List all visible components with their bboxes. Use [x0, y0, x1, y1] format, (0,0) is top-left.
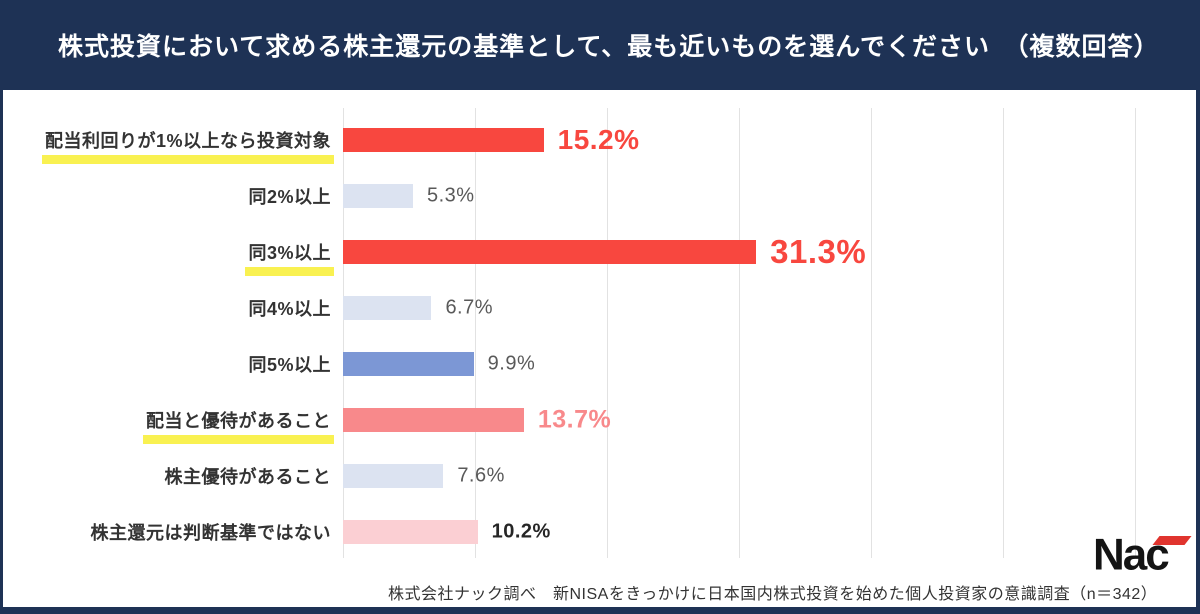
bar	[343, 128, 544, 152]
value-label: 31.3%	[770, 233, 867, 270]
frame-border-right	[1196, 0, 1200, 614]
category-label-highlighted: 配当と優待があること	[143, 407, 334, 444]
category-cell: 同5%以上	[0, 336, 331, 392]
chart-row: 同4%以上 6.7%	[0, 280, 1196, 336]
category-cell: 株主還元は判断基準ではない	[0, 504, 331, 560]
bar-chart: 配当利回りが1%以上なら投資対象 15.2% 同2%以上 5.3% 同3%以上 31.3%…	[0, 90, 1200, 570]
gridline-20pct	[607, 108, 608, 558]
bar	[343, 408, 524, 432]
value-label: 10.2%	[491, 520, 551, 543]
value-label: 15.2%	[557, 124, 640, 155]
category-cell: 配当と優待があること	[0, 392, 334, 448]
value-label: 7.6%	[457, 464, 505, 487]
bar	[343, 352, 474, 376]
chart-row: 株主還元は判断基準ではない 10.2%	[0, 504, 1196, 560]
source-note: 株式会社ナック調べ 新NISAをきっかけに日本国内株式投資を始めた個人投資家の意…	[388, 586, 1158, 603]
chart-row: 配当利回りが1%以上なら投資対象 15.2%	[0, 112, 1196, 168]
gridline-40pct	[871, 108, 872, 558]
gridline-60pct	[1135, 108, 1136, 558]
bar	[343, 520, 478, 544]
category-cell: 同3%以上	[0, 224, 334, 280]
header-banner: 株式投資において求める株主還元の基準として、最も近いものを選んでください （複数…	[0, 0, 1200, 90]
value-label: 9.9%	[487, 352, 536, 375]
category-cell: 配当利回りが1%以上なら投資対象	[0, 112, 335, 168]
chart-row: 同3%以上 31.3%	[0, 224, 1196, 280]
category-label: 同5%以上	[248, 355, 331, 375]
category-label: 株主還元は判断基準ではない	[90, 523, 331, 543]
category-cell: 同4%以上	[0, 280, 331, 336]
category-label-highlighted: 配当利回りが1%以上なら投資対象	[41, 127, 335, 164]
bar	[343, 240, 757, 264]
frame-border-left	[0, 0, 3, 614]
category-label: 同4%以上	[248, 299, 331, 319]
bar	[343, 184, 413, 208]
bar	[343, 464, 444, 488]
bar	[343, 296, 432, 320]
chart-row: 同2%以上 5.3%	[0, 168, 1196, 224]
value-label: 5.3%	[426, 184, 475, 207]
category-label-highlighted: 同3%以上	[245, 239, 334, 276]
gridline-30pct	[739, 108, 740, 558]
frame-border-bottom	[0, 607, 1200, 614]
chart-row: 配当と優待があること 13.7%	[0, 392, 1196, 448]
nac-logo: Nac	[1093, 531, 1192, 578]
chart-row: 同5%以上 9.9%	[0, 336, 1196, 392]
value-label: 6.7%	[445, 296, 494, 319]
gridline-10pct	[475, 108, 476, 558]
chart-row: 株主優待があること 7.6%	[0, 448, 1196, 504]
page-title: 株式投資において求める株主還元の基準として、最も近いものを選んでください （複数…	[58, 33, 1160, 61]
gridline-0pct	[343, 108, 344, 558]
category-cell: 同2%以上	[0, 168, 331, 224]
category-label: 株主優待があること	[164, 467, 331, 487]
value-label: 13.7%	[537, 405, 612, 434]
category-cell: 株主優待があること	[0, 448, 331, 504]
category-label: 同2%以上	[248, 187, 331, 207]
gridline-50pct	[1003, 108, 1004, 558]
